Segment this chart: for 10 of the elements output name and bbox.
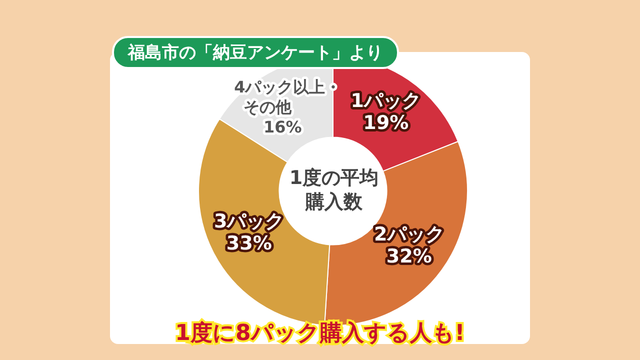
chart-title: 福島市の「納豆アンケート」より bbox=[112, 36, 399, 69]
data-label: 16% bbox=[263, 118, 302, 137]
data-label: 33% bbox=[226, 232, 272, 255]
slice-label: 2パック bbox=[374, 223, 444, 246]
slice-label: 1パック bbox=[350, 90, 422, 112]
data-label: 32% bbox=[386, 245, 432, 268]
text: 1度に8パック購入する人も! bbox=[174, 320, 466, 348]
slice-label: 3パック bbox=[214, 210, 284, 233]
text: 1度の平均購入数 bbox=[288, 166, 380, 214]
data-label: 19% bbox=[363, 112, 409, 134]
